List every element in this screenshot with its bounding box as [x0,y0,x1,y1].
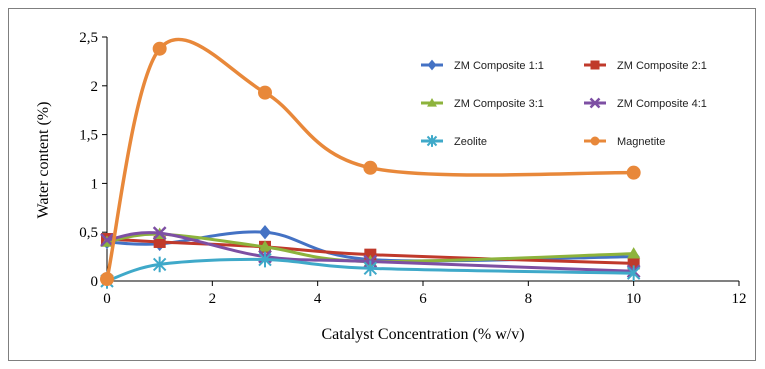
x-tick-label: 8 [525,291,533,307]
legend-marker [427,98,437,107]
data-point [100,272,114,287]
x-tick-label: 6 [419,291,427,307]
y-tick-label: 0,5 [79,225,98,241]
x-tick-label: 10 [626,291,641,307]
data-point [627,257,640,270]
legend-label: ZM Composite 1:1 [454,60,544,72]
legend-item-magnetite: Magnetite [584,136,665,148]
y-tick-label: 1,5 [79,128,98,144]
data-point [152,256,167,273]
series-magnetite [100,37,641,287]
legend-item-zm-composite-2-1: ZM Composite 2:1 [584,60,707,72]
legend-item-zm-composite-1-1: ZM Composite 1:1 [421,59,544,72]
legend-label: ZM Composite 4:1 [617,98,707,110]
legend-label: ZM Composite 3:1 [454,98,544,110]
data-point [152,41,167,56]
data-point [258,85,272,100]
data-point [258,251,272,268]
data-point [626,265,641,281]
x-tick-label: 0 [103,291,111,307]
series-layer [100,37,641,289]
data-point [100,233,114,247]
series-zeolite [100,251,641,289]
x-tick-label: 12 [732,291,747,307]
legend-label: ZM Composite 2:1 [617,60,707,72]
data-point [626,165,641,180]
data-point [627,247,641,259]
legend-marker [590,60,600,70]
y-tick-label: 2,5 [79,30,98,46]
legend-marker [426,135,438,147]
axes: 0 2 4 6 8 10 12 0 0,5 1 1,5 2 2,5 [79,30,746,307]
data-point [363,260,378,277]
legend-item-zm-composite-4-1: ZM Composite 4:1 [584,97,707,110]
legend-label: Magnetite [617,136,665,148]
chart-frame [8,8,756,361]
y-axis-title: Water content (%) [35,102,52,219]
data-point [258,240,272,252]
legend-marker [427,59,437,71]
y-tick-label: 2 [91,79,99,95]
y-tick-label: 1 [91,176,99,192]
data-point [153,235,166,248]
legend: ZM Composite 1:1 ZM Composite 2:1 ZM Compo… [421,59,707,148]
y-tick-label: 0 [91,274,99,290]
legend-label: Zeolite [454,136,487,148]
x-axis-title: Catalyst Concentration (% w/v) [321,326,524,343]
data-point [152,226,167,241]
legend-marker [590,136,600,146]
x-tick-label: 4 [314,291,322,307]
x-tick-label: 2 [209,291,217,307]
legend-item-zm-composite-3-1: ZM Composite 3:1 [421,98,544,110]
data-point [363,160,378,175]
legend-item-zeolite: Zeolite [421,135,487,148]
legend-marker [589,97,601,109]
data-point [259,225,271,240]
